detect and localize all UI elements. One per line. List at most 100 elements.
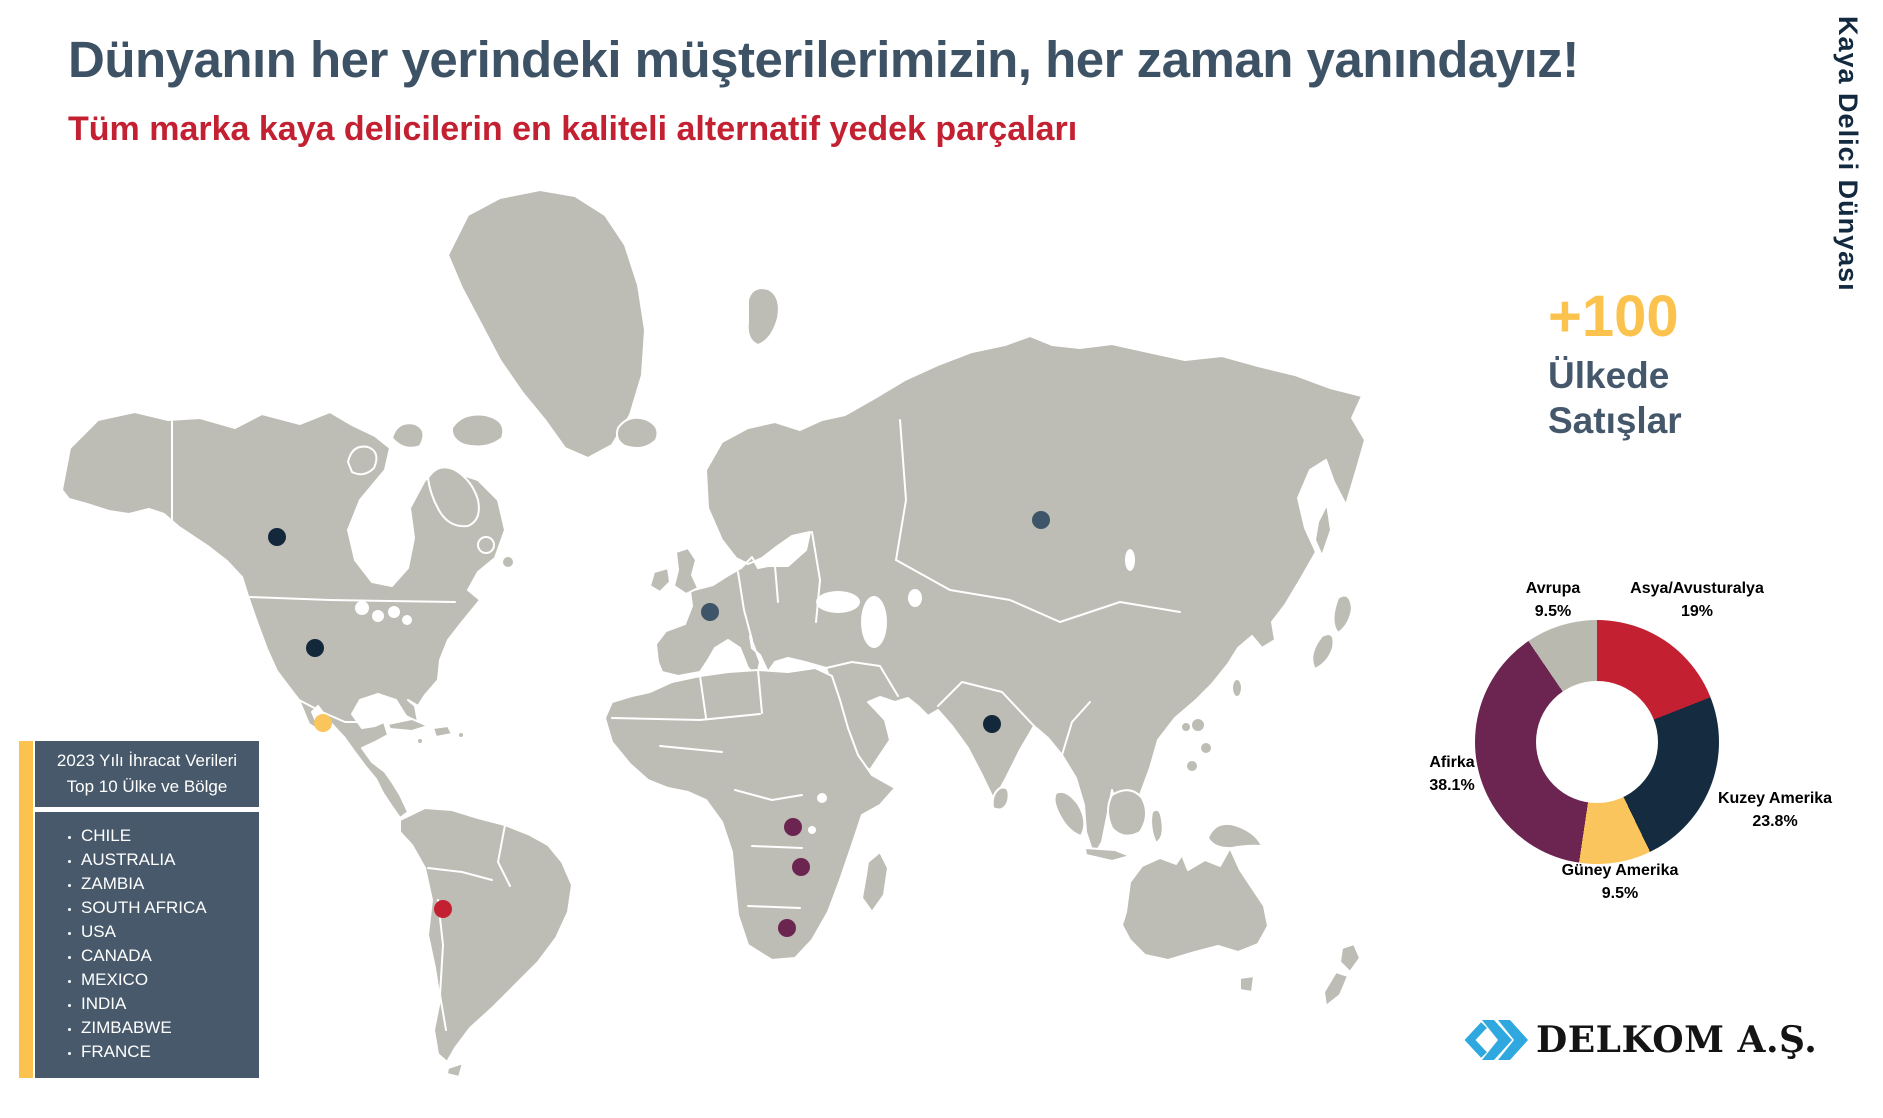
iceland-shape bbox=[615, 416, 659, 449]
caspian-sea bbox=[861, 596, 887, 648]
lake-baikal bbox=[1125, 549, 1135, 571]
lake-victoria bbox=[817, 793, 827, 803]
label-value: 23.8% bbox=[1752, 813, 1798, 830]
donut-label-afirka: Afirka 38.1% bbox=[1429, 751, 1474, 797]
marker-usa bbox=[306, 639, 324, 657]
delkom-logo: DELKOM A.Ş. bbox=[1462, 1016, 1817, 1064]
sumatra-shape bbox=[1053, 790, 1086, 837]
label-value: 9.5% bbox=[1601, 885, 1639, 902]
export-country-list: CHILEAUSTRALIAZAMBIASOUTH AFRICAUSACANAD… bbox=[35, 812, 259, 1078]
donut-hole bbox=[1536, 681, 1658, 803]
africa-shape bbox=[604, 667, 896, 961]
triple-chevron-right-icon bbox=[1464, 1020, 1528, 1060]
stat-label-line2: Satışlar bbox=[1548, 399, 1682, 441]
country-list-item: AUSTRALIA bbox=[81, 848, 259, 872]
sakhalin-shape bbox=[1314, 503, 1332, 557]
marker-russia bbox=[1032, 511, 1050, 529]
marker-zambia bbox=[784, 818, 802, 836]
country-list-item: USA bbox=[81, 920, 259, 944]
sales-markers bbox=[268, 511, 1050, 937]
cuba-shape bbox=[387, 718, 429, 732]
country-list-item: SOUTH AFRICA bbox=[81, 896, 259, 920]
country-list-item: ZIMBABWE bbox=[81, 1016, 259, 1040]
donut-label-kuzey-amerika: Kuzey Amerika 23.8% bbox=[1718, 787, 1832, 833]
donut-label-guney-amerika: Güney Amerika 9.5% bbox=[1562, 859, 1679, 905]
philippines-shape bbox=[1199, 741, 1213, 755]
panel-header-line2: Top 10 Ülke ve Bölge bbox=[66, 777, 228, 796]
marker-south-africa bbox=[778, 919, 796, 937]
new-guinea-shape bbox=[1207, 822, 1263, 850]
new-zealand-shape bbox=[1323, 971, 1349, 1007]
arctic-island bbox=[427, 466, 480, 528]
borneo-shape bbox=[1107, 789, 1147, 837]
sulawesi-shape bbox=[1150, 808, 1164, 844]
logo-text: DELKOM A.Ş. bbox=[1536, 1019, 1818, 1061]
panel-accent-bar bbox=[19, 741, 33, 1078]
country-list-item: FRANCE bbox=[81, 1040, 259, 1064]
region-share-donut-chart: Asya/Avusturalya 19% Kuzey Amerika 23.8%… bbox=[1400, 560, 1883, 932]
marker-france bbox=[701, 603, 719, 621]
continents bbox=[61, 189, 1366, 1078]
arctic-island bbox=[347, 445, 378, 476]
stat-label-line1: Ülkede bbox=[1548, 355, 1670, 396]
ireland-shape bbox=[649, 567, 671, 593]
greenland-shape bbox=[447, 189, 646, 459]
great-britain-shape bbox=[673, 547, 699, 595]
page-title: Dünyanın her yerindeki müşterilerimizin,… bbox=[68, 31, 1579, 88]
japan-shape bbox=[1311, 633, 1335, 670]
country-list: CHILEAUSTRALIAZAMBIASOUTH AFRICAUSACANAD… bbox=[35, 824, 259, 1064]
tasmania-shape bbox=[1239, 975, 1255, 993]
philippines-shape bbox=[1185, 759, 1199, 773]
vertical-banner-text: Kaya Delici Dünyası bbox=[1833, 16, 1863, 292]
hainan-shape bbox=[1180, 721, 1192, 733]
label-value: 9.5% bbox=[1534, 603, 1572, 620]
donut-label-asya-avusturalya: Asya/Avusturalya 19% bbox=[1630, 577, 1764, 623]
marker-mexico bbox=[314, 714, 332, 732]
aral-sea bbox=[908, 589, 922, 607]
stat-value: +100 bbox=[1548, 284, 1679, 349]
page-subtitle: Tüm marka kaya delicilerin en kaliteli a… bbox=[68, 110, 1078, 148]
country-borders bbox=[171, 419, 1181, 1031]
label-name: Asya/Avusturalya bbox=[1630, 579, 1764, 597]
country-list-item: INDIA bbox=[81, 992, 259, 1016]
philippines-shape bbox=[1190, 717, 1206, 733]
madagascar-shape bbox=[861, 851, 889, 913]
export-panel-header: 2023 Yılı İhracat Verileri Top 10 Ülke v… bbox=[35, 741, 259, 807]
japan-shape bbox=[1332, 594, 1353, 634]
arctic-island bbox=[501, 555, 515, 569]
country-list-item: CHILE bbox=[81, 824, 259, 848]
label-value: 38.1% bbox=[1429, 777, 1475, 794]
tierra-del-fuego-shape bbox=[446, 1062, 464, 1078]
country-list-item: ZAMBIA bbox=[81, 872, 259, 896]
australia-shape bbox=[1121, 847, 1269, 961]
donut-label-avrupa: Avrupa 9.5% bbox=[1526, 577, 1581, 623]
label-name: Güney Amerika bbox=[1561, 861, 1679, 879]
panel-header-line1: 2023 Yılı İhracat Verileri bbox=[56, 750, 238, 770]
arctic-island bbox=[477, 536, 495, 554]
hispaniola-shape bbox=[432, 725, 453, 738]
marker-chile bbox=[434, 900, 452, 918]
countries-stat: +100 Ülkede Satışlar bbox=[1548, 288, 1682, 442]
island bbox=[457, 731, 465, 739]
label-name: Afirka bbox=[1429, 753, 1475, 771]
svalbard-shape bbox=[746, 287, 780, 346]
java-shape bbox=[1084, 847, 1131, 862]
marker-india bbox=[983, 715, 1001, 733]
donut-ring bbox=[1475, 620, 1719, 864]
arctic-island bbox=[391, 422, 425, 449]
inland-waters bbox=[355, 549, 1135, 834]
label-name: Kuzey Amerika bbox=[1717, 789, 1833, 807]
sri-lanka-shape bbox=[991, 786, 1010, 811]
new-zealand-shape bbox=[1339, 943, 1361, 973]
taiwan-shape bbox=[1231, 678, 1243, 698]
marker-canada bbox=[268, 528, 286, 546]
marker-zimbabwe bbox=[792, 858, 810, 876]
south-america-shape bbox=[399, 807, 573, 1063]
island bbox=[416, 737, 424, 745]
label-name: Avrupa bbox=[1525, 579, 1581, 597]
country-list-item: MEXICO bbox=[81, 968, 259, 992]
arctic-island bbox=[450, 413, 505, 448]
black-sea bbox=[816, 591, 860, 613]
